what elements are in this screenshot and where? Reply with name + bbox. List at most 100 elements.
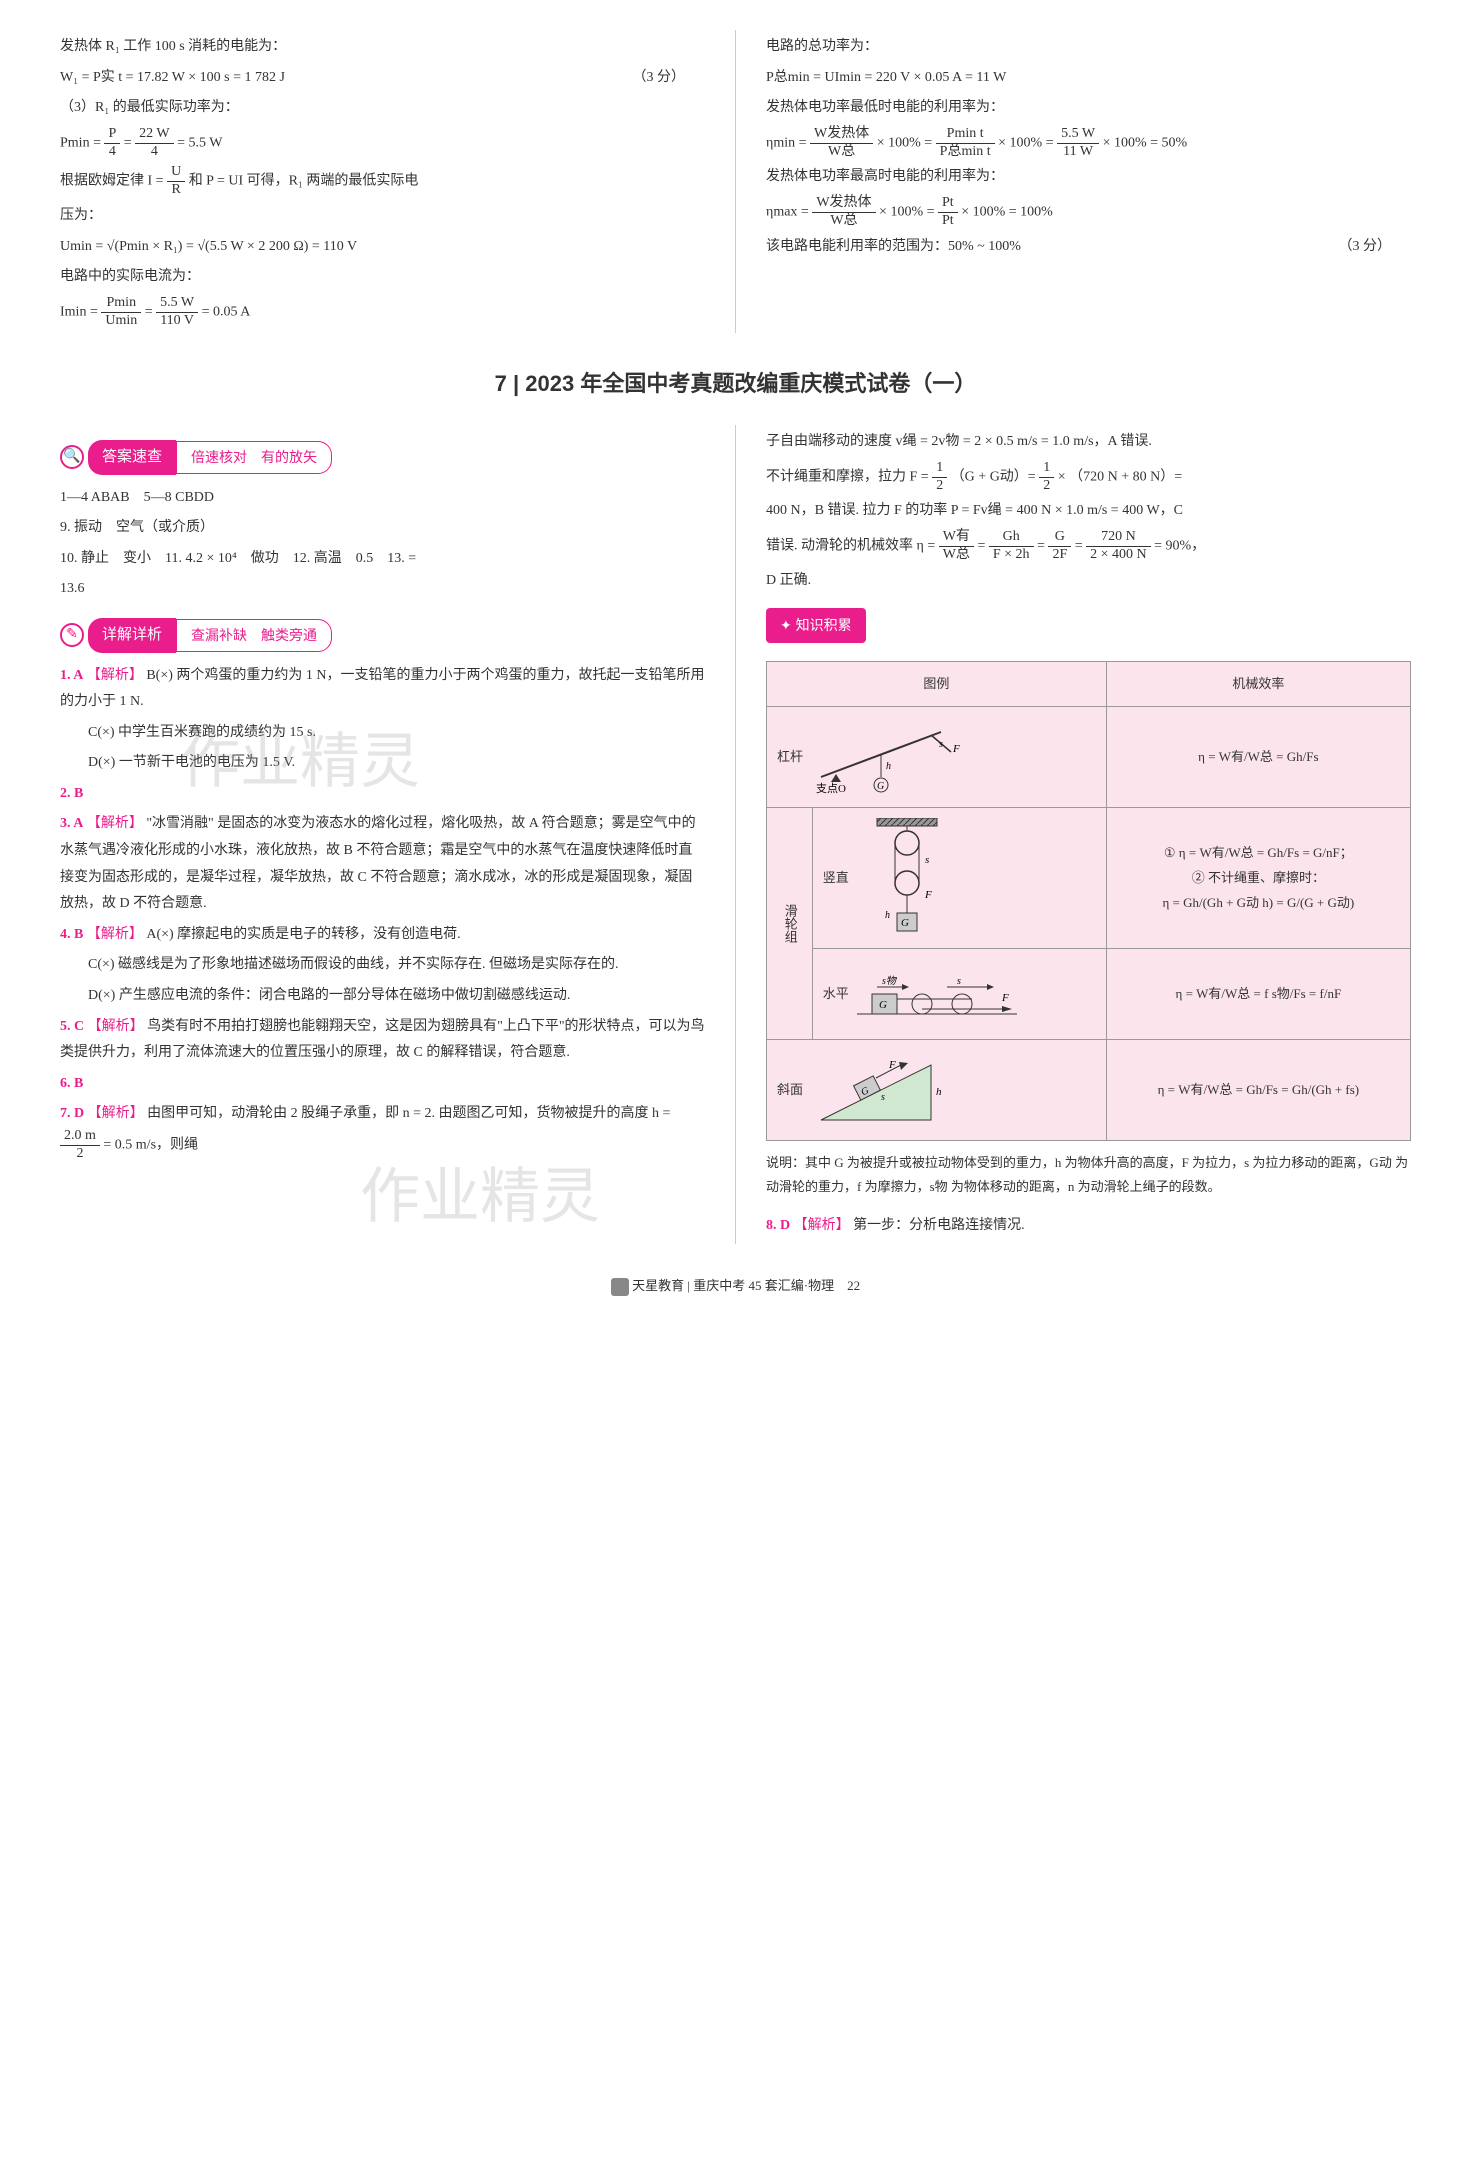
explain-text: A(×) 摩擦起电的实质是电子的转移，没有创造电荷. <box>146 927 460 942</box>
text-line: 根据欧姆定律 I = UR 和 P = UI 可得，R₁ 两端的最低实际电 <box>60 164 705 199</box>
question-number: 5. C <box>60 1019 84 1034</box>
explain-text: 子自由端移动的速度 v绳 = 2v物 = 2 × 0.5 m/s = 1.0 m… <box>766 429 1411 456</box>
logo-icon <box>611 1278 629 1296</box>
formula-line: Umin = √(Pmin × R₁) = √(5.5 W × 2 200 Ω)… <box>60 234 705 261</box>
table-row: 斜面 G F s h η = W有/W总 = Gh/Fs = <box>767 1040 1411 1141</box>
svg-text:支点O: 支点O <box>816 782 846 795</box>
question-number: 8. D <box>766 1218 790 1233</box>
text-line: 压为： <box>60 203 705 230</box>
svg-text:h: h <box>885 910 890 921</box>
fraction: GhF × 2h <box>989 529 1034 564</box>
row-group-label: 滑轮组 <box>767 808 813 1040</box>
svg-text:F: F <box>924 889 932 901</box>
question-number: 3. A <box>60 816 83 831</box>
explain-text: 错误. 动滑轮的机械效率 η = W有W总 = GhF × 2h = G2F =… <box>766 529 1411 564</box>
fraction: W发热体W总 <box>810 126 873 161</box>
answer-line: 9. 振动 空气（或介质） <box>60 515 705 542</box>
main-section: 作业精灵 作业精灵 🔍 答案速查 倍速核对 有的放矢 1—4 ABAB 5—8 … <box>60 425 1411 1244</box>
row-label: 杠杆 支点O F s G h <box>767 707 1107 808</box>
knowledge-badge: ✦ 知识积累 <box>766 608 866 643</box>
table-header: 机械效率 <box>1106 661 1410 707</box>
lever-diagram: 支点O F s G h <box>811 717 971 797</box>
analysis-tag: 【解析】 <box>88 1106 144 1121</box>
analysis-tag: 【解析】 <box>87 816 143 831</box>
explain-text: C(×) 中学生百米赛跑的成绩约为 15 s. <box>60 720 705 747</box>
answer-line: 13.6 <box>60 576 705 603</box>
explain-item: 4. B 【解析】 A(×) 摩擦起电的实质是电子的转移，没有创造电荷. <box>60 922 705 949</box>
formula: W₁ = P实 t = 17.82 W × 100 s = 1 782 J <box>60 70 285 85</box>
fraction: 720 N2 × 400 N <box>1086 529 1151 564</box>
top-left-col: 发热体 R₁ 工作 100 s 消耗的电能为： W₁ = P实 t = 17.8… <box>60 30 705 333</box>
question-number: 4. B <box>60 927 83 942</box>
svg-text:s: s <box>925 854 929 866</box>
text-line: 电路的总功率为： <box>766 34 1411 61</box>
fraction: 12 <box>932 460 947 495</box>
fraction: 22 W4 <box>135 126 173 161</box>
pulley-horizontal-diagram: G F s物 s <box>857 959 1017 1029</box>
analysis-tag: 【解析】 <box>87 927 143 942</box>
explain-item: 2. B <box>60 781 705 808</box>
text-line: 该电路电能利用率的范围为：50% ~ 100% （3 分） <box>766 234 1411 261</box>
formula-line: ηmax = W发热体W总 × 100% = PtPt × 100% = 100… <box>766 195 1411 230</box>
explain-header: ✎ 详解详析 查漏补缺 触类旁通 <box>60 618 705 653</box>
fraction: P4 <box>104 126 120 161</box>
text-line: 发热体电功率最低时电能的利用率为： <box>766 95 1411 122</box>
fraction: PtPt <box>938 195 958 230</box>
pill-sub: 倍速核对 有的放矢 <box>176 441 332 474</box>
fraction: UR <box>167 164 185 199</box>
explain-text: 第一步：分析电路连接情况. <box>853 1218 1025 1233</box>
table-row: 杠杆 支点O F s G h <box>767 707 1411 808</box>
explain-item: 8. D 【解析】 第一步：分析电路连接情况. <box>766 1213 1411 1240</box>
text-line: 发热体 R₁ 工作 100 s 消耗的电能为： <box>60 34 705 61</box>
svg-text:F: F <box>888 1059 896 1071</box>
row-label: 斜面 G F s h <box>767 1040 1107 1141</box>
formula-cell: η = W有/W总 = Gh/Fs = Gh/(Gh + fs) <box>1106 1040 1410 1141</box>
analysis-tag: 【解析】 <box>87 668 143 683</box>
section-title: 7 | 2023 年全国中考真题改编重庆模式试卷（一） <box>60 363 1411 405</box>
fraction: G2F <box>1048 529 1071 564</box>
fraction: 12 <box>1039 460 1054 495</box>
formula-line: W₁ = P实 t = 17.82 W × 100 s = 1 782 J （3… <box>60 65 705 92</box>
explain-text: D(×) 一节新干电池的电压为 1.5 V. <box>60 750 705 777</box>
svg-text:s: s <box>957 976 961 987</box>
explain-item: 3. A 【解析】 "冰雪消融" 是固态的冰变为液态水的熔化过程，熔化吸热，故 … <box>60 811 705 917</box>
row-label: 水平 G F s物 <box>812 949 1106 1040</box>
fraction: Pmin tP总min t <box>936 126 995 161</box>
table-row: 水平 G F s物 <box>767 949 1411 1040</box>
column-divider <box>735 30 736 333</box>
svg-text:F: F <box>1001 992 1009 1004</box>
svg-text:G: G <box>879 999 887 1011</box>
fraction: 2.0 m2 <box>60 1128 100 1163</box>
formula-cell: ① η = W有/W总 = Gh/Fs = G/nF； ② 不计绳重、摩擦时： … <box>1106 808 1410 949</box>
explain-item: 6. B <box>60 1071 705 1098</box>
column-divider <box>735 425 736 1244</box>
answer-header: 🔍 答案速查 倍速核对 有的放矢 <box>60 440 705 475</box>
analysis-tag: 【解析】 <box>88 1019 144 1034</box>
svg-text:h: h <box>886 761 891 772</box>
pencil-icon: ✎ <box>60 623 84 647</box>
top-section: 发热体 R₁ 工作 100 s 消耗的电能为： W₁ = P实 t = 17.8… <box>60 30 1411 333</box>
right-col: 子自由端移动的速度 v绳 = 2v物 = 2 × 0.5 m/s = 1.0 m… <box>766 425 1411 1244</box>
explain-text: C(×) 磁感线是为了形象地描述磁场而假设的曲线，并不实际存在. 但磁场是实际存… <box>60 952 705 979</box>
formula-line: P总min = UImin = 220 V × 0.05 A = 11 W <box>766 65 1411 92</box>
analysis-tag: 【解析】 <box>794 1218 850 1233</box>
text-line: 发热体电功率最高时电能的利用率为： <box>766 164 1411 191</box>
search-icon: 🔍 <box>60 445 84 469</box>
knowledge-table: 图例 机械效率 杠杆 支点O F s <box>766 661 1411 1142</box>
svg-text:s: s <box>881 1092 885 1103</box>
explain-text: D 正确. <box>766 568 1411 595</box>
footer-text: 天星教育 | 重庆中考 45 套汇编·物理 22 <box>632 1278 860 1293</box>
score-text: （3 分） <box>633 65 686 92</box>
explain-text: D(×) 产生感应电流的条件：闭合电路的一部分导体在磁场中做切割磁感线运动. <box>60 983 705 1010</box>
explain-item: 7. D 【解析】 由图甲可知，动滑轮由 2 股绳子承重，即 n = 2. 由题… <box>60 1101 705 1162</box>
text-line: （3）R₁ 的最低实际功率为： <box>60 95 705 122</box>
table-note: 说明：其中 G 为被提升或被拉动物体受到的重力，h 为物体升高的高度，F 为拉力… <box>766 1151 1411 1198</box>
incline-diagram: G F s h <box>811 1050 951 1130</box>
top-right-col: 电路的总功率为： P总min = UImin = 220 V × 0.05 A … <box>766 30 1411 333</box>
explain-text: B(×) 两个鸡蛋的重力约为 1 N，一支铅笔的重力小于两个鸡蛋的重力，故托起一… <box>60 668 705 710</box>
formula-cell: η = W有/W总 = f s物/Fs = f/nF <box>1106 949 1410 1040</box>
formula-line: Pmin = P4 = 22 W4 = 5.5 W <box>60 126 705 161</box>
pulley-vertical-diagram: G s F h <box>857 818 957 938</box>
explain-text: 400 N，B 错误. 拉力 F 的功率 P = Fv绳 = 400 N × 1… <box>766 498 1411 525</box>
svg-text:G: G <box>901 917 909 929</box>
